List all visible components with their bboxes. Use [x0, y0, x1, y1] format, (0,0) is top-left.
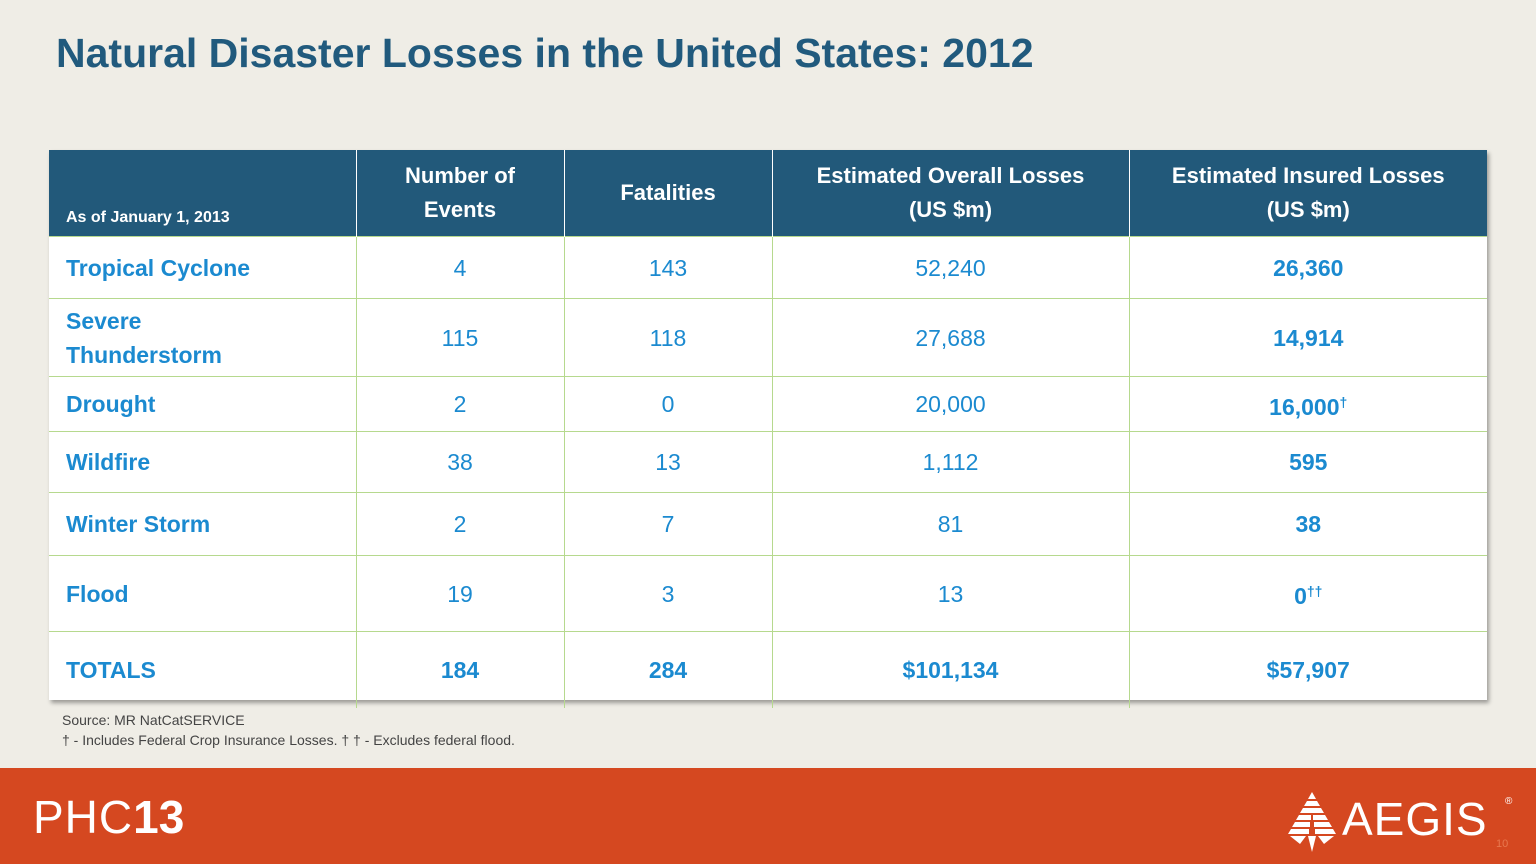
total-insured: $57,907: [1129, 631, 1487, 708]
cell-overall: 52,240: [772, 236, 1130, 299]
total-fatalities: 284: [564, 631, 773, 708]
insured-value: 595: [1289, 449, 1328, 475]
cell-fatalities: 118: [564, 298, 773, 377]
table-row: Winter Storm 2 7 81 38: [49, 492, 1487, 556]
cell-insured: 595: [1129, 431, 1487, 493]
header-events-line2: Events: [423, 197, 497, 222]
source-line: Source: MR NatCatSERVICE: [62, 712, 245, 728]
row-label: Winter Storm: [49, 492, 357, 556]
totals-row: TOTALS 184 284 $101,134 $57,907: [49, 631, 1487, 708]
cell-overall: 81: [772, 492, 1130, 556]
insured-value: 38: [1295, 511, 1322, 537]
cell-events: 4: [356, 236, 565, 299]
cell-events: 19: [356, 555, 565, 632]
cell-insured: 38: [1129, 492, 1487, 556]
phc-logo-text: PHC: [33, 791, 134, 843]
row-label: Severe Thunderstorm: [49, 298, 357, 377]
totals-label: TOTALS: [49, 631, 357, 708]
aegis-logo-text: AEGIS: [1342, 793, 1488, 845]
source-notes: Source: MR NatCatSERVICE † - Includes Fe…: [62, 710, 515, 750]
cell-overall: 20,000: [772, 376, 1130, 432]
table-row: Tropical Cyclone 4 143 52,240 26,360: [49, 236, 1487, 299]
cell-fatalities: 3: [564, 555, 773, 632]
cell-events: 38: [356, 431, 565, 493]
page-number: 10: [1496, 838, 1509, 850]
footnote-mark: ††: [1306, 583, 1323, 599]
row-label: Drought: [49, 376, 357, 432]
row-label-line1: Severe: [66, 307, 142, 334]
header-insured-line2: (US $m): [1266, 197, 1350, 222]
footnote-line: † - Includes Federal Crop Insurance Loss…: [62, 732, 515, 748]
insured-value: 26,360: [1273, 254, 1344, 281]
cell-events: 115: [356, 298, 565, 377]
cell-fatalities: 7: [564, 492, 773, 556]
table-row: Drought 2 0 20,000 16,000†: [49, 376, 1487, 432]
cell-overall: 13: [772, 555, 1130, 632]
page-title: Natural Disaster Losses in the United St…: [56, 30, 1034, 76]
row-label: Tropical Cyclone: [49, 236, 357, 299]
aegis-mountain-icon: [1288, 792, 1336, 852]
cell-events: 2: [356, 492, 565, 556]
insured-value: 14,914: [1273, 324, 1344, 351]
total-overall: $101,134: [772, 631, 1130, 708]
losses-table: As of January 1, 2013 Number of Events F…: [49, 150, 1487, 708]
header-insured-losses: Estimated Insured Losses (US $m): [1129, 150, 1487, 237]
cell-fatalities: 143: [564, 236, 773, 299]
cell-fatalities: 0: [564, 376, 773, 432]
insured-value: 16,000: [1269, 393, 1340, 420]
header-events-line1: Number of: [405, 163, 515, 188]
header-insured-line1: Estimated Insured Losses: [1171, 163, 1445, 188]
row-label: Wildfire: [49, 431, 357, 493]
total-events: 184: [356, 631, 565, 708]
header-number-of-events: Number of Events: [356, 150, 565, 237]
table-header-row: As of January 1, 2013 Number of Events F…: [49, 150, 1487, 237]
cell-events: 2: [356, 376, 565, 432]
insured-value: 0: [1294, 583, 1307, 609]
cell-overall: 27,688: [772, 298, 1130, 377]
phc-logo-number: 13: [133, 791, 185, 843]
cell-insured: 14,914: [1129, 298, 1487, 377]
cell-fatalities: 13: [564, 431, 773, 493]
footer-bar: PHC13 AEGIS ® 10: [0, 768, 1536, 864]
cell-overall: 1,112: [772, 431, 1130, 493]
header-overall-line2: (US $m): [908, 197, 993, 222]
header-overall-losses: Estimated Overall Losses (US $m): [772, 150, 1130, 237]
footnote-mark: †: [1339, 393, 1348, 410]
table-row: Severe Thunderstorm 115 118 27,688 14,91…: [49, 298, 1487, 377]
table-row: Flood 19 3 13 0††: [49, 555, 1487, 632]
cell-insured: 0††: [1129, 555, 1487, 632]
header-overall-line1: Estimated Overall Losses: [816, 163, 1085, 188]
table-row: Wildfire 38 13 1,112 595: [49, 431, 1487, 493]
header-as-of: As of January 1, 2013: [49, 150, 357, 237]
header-fatalities: Fatalities: [564, 150, 773, 237]
cell-insured: 16,000†: [1129, 376, 1487, 432]
row-label: Flood: [49, 555, 357, 632]
registered-mark: ®: [1505, 796, 1513, 807]
phc13-logo: PHC13: [33, 790, 184, 844]
cell-insured: 26,360: [1129, 236, 1487, 299]
row-label-line2: Thunderstorm: [66, 341, 222, 368]
